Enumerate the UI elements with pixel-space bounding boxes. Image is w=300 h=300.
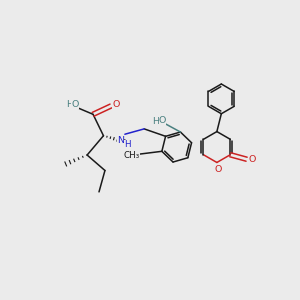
Text: H: H bbox=[124, 140, 131, 149]
Text: O: O bbox=[159, 116, 166, 124]
Text: O: O bbox=[71, 100, 79, 109]
Text: CH₃: CH₃ bbox=[123, 151, 140, 160]
Text: O: O bbox=[248, 155, 256, 164]
Text: H: H bbox=[66, 100, 73, 109]
Text: H: H bbox=[152, 117, 159, 126]
Text: N: N bbox=[117, 136, 124, 145]
Text: O: O bbox=[215, 164, 222, 173]
Text: O: O bbox=[112, 100, 120, 109]
